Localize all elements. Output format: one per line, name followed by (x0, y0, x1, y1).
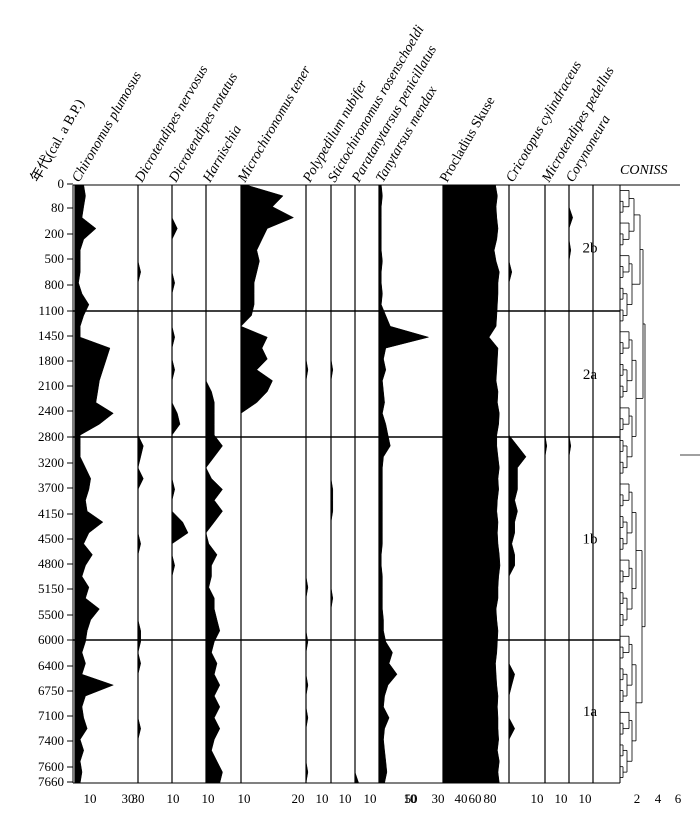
y-tick-label: 1450 (38, 328, 64, 343)
taxon-label: Microchironomus tener (235, 63, 315, 186)
y-tick-label: 3200 (38, 455, 64, 470)
x-tick-label: 10 (167, 791, 180, 806)
y-tick-label: 2800 (38, 429, 64, 444)
y-tick-label: 2400 (38, 403, 64, 418)
taxon-label: Chironomus plumosus (69, 69, 145, 185)
x-tick-label: 30 (132, 791, 145, 806)
y-tick-label: 6400 (38, 658, 64, 673)
x-tick-label: 30 (432, 791, 445, 806)
y-tick-label: 0 (58, 176, 65, 191)
x-tick-label: 60 (469, 791, 482, 806)
y-tick-label: 80 (51, 200, 64, 215)
y-tick-label: 200 (45, 226, 65, 241)
taxon-curve (508, 185, 527, 783)
x-tick-label: 10 (531, 791, 544, 806)
x-tick-label: 30 (122, 791, 135, 806)
taxon-curve (74, 184, 115, 784)
taxon-curve (442, 184, 501, 784)
y-tick-label: 1800 (38, 353, 64, 368)
y-tick-label: 7660 (38, 774, 64, 789)
taxon-curve (330, 185, 334, 783)
zone-label: 1b (583, 532, 598, 548)
coniss-label: CONISS (620, 163, 667, 178)
taxon-curve (137, 185, 144, 783)
y-tick-label: 2100 (38, 378, 64, 393)
taxon-curve (378, 184, 430, 784)
y-tick-label: 7100 (38, 708, 64, 723)
x-tick-label: 10 (579, 791, 592, 806)
x-tick-label: 10 (202, 791, 215, 806)
x-tick-label: 10 (238, 791, 251, 806)
coniss-tick-label: 2 (634, 791, 641, 806)
x-tick-label: 10 (404, 791, 417, 806)
x-tick-label: 20 (292, 791, 305, 806)
y-tick-label: 7600 (38, 759, 64, 774)
y-tick-label: 6750 (38, 683, 64, 698)
y-tick-label: 7400 (38, 733, 64, 748)
x-tick-label: 10 (339, 791, 352, 806)
y-tick-label: 5150 (38, 581, 64, 596)
y-tick-label: 4150 (38, 506, 64, 521)
y-tick-label: 800 (45, 277, 65, 292)
zone-label: 2a (583, 367, 598, 383)
x-tick-label: 50 (405, 791, 418, 806)
y-tick-label: 3700 (38, 480, 64, 495)
x-tick-label: 10 (84, 791, 97, 806)
y-tick-label: 4500 (38, 531, 64, 546)
x-tick-label: 40 (455, 791, 468, 806)
zone-label: 1a (583, 704, 598, 720)
coniss-tick-label: 4 (655, 791, 662, 806)
y-tick-label: 1100 (38, 303, 64, 318)
taxon-curve (205, 185, 223, 784)
x-tick-label: 80 (484, 791, 497, 806)
y-tick-label: 4800 (38, 556, 64, 571)
coniss-tick-label: 6 (675, 791, 682, 806)
x-tick-label: 10 (364, 791, 377, 806)
taxon-curve (544, 185, 548, 783)
taxon-curve (240, 184, 295, 783)
x-tick-label: 10 (316, 791, 329, 806)
taxon-curve (354, 185, 360, 784)
taxon-curve (305, 185, 309, 784)
zone-label: 2b (583, 241, 598, 257)
taxon-label: Procladius Skuse (437, 94, 498, 185)
taxon-curve (171, 185, 189, 783)
y-tick-label: 6000 (38, 632, 64, 647)
y-tick-label: 500 (45, 251, 65, 266)
y-tick-label: 5500 (38, 607, 64, 622)
taxon-label: Stictochironomus rosenschoeldi (325, 23, 427, 185)
taxon-curve (568, 185, 573, 783)
x-tick-label: 10 (555, 791, 568, 806)
